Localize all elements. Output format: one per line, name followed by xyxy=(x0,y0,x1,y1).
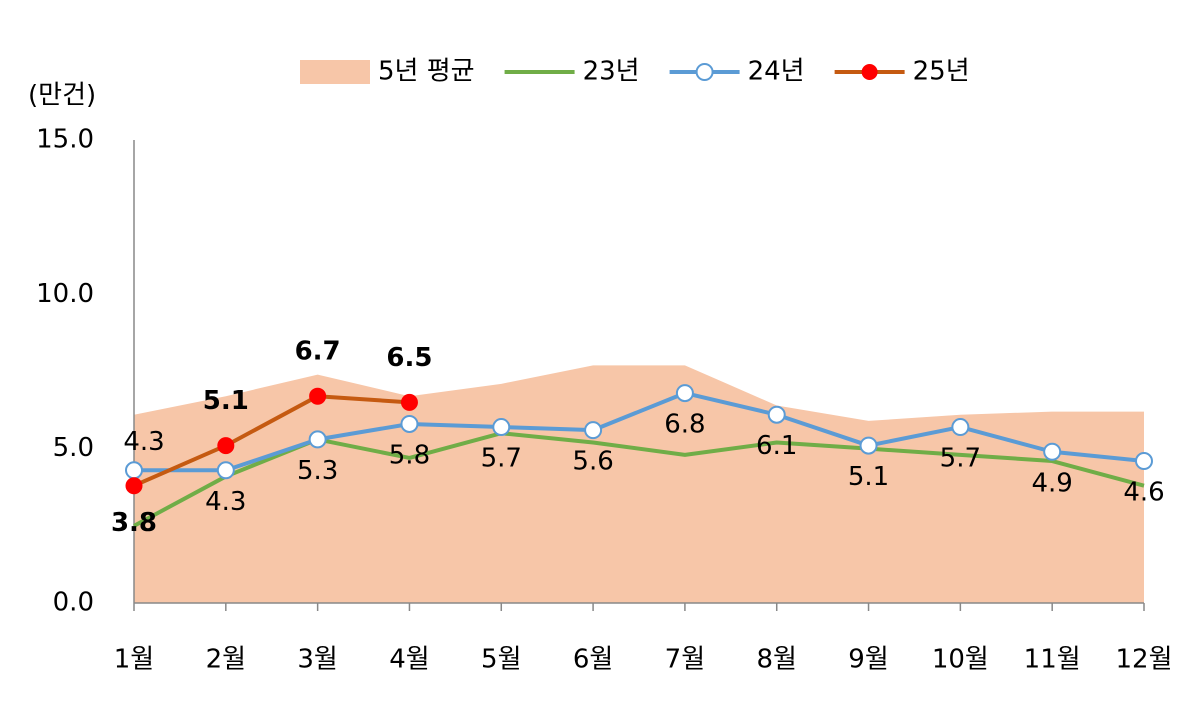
legend-marker xyxy=(695,63,714,81)
legend-label: 24년 xyxy=(748,57,805,87)
data-label: 4.3 xyxy=(205,487,246,517)
data-label: 6.8 xyxy=(664,410,705,440)
data-label: 6.7 xyxy=(295,337,341,367)
marker xyxy=(400,414,419,433)
data-label: 6.1 xyxy=(756,431,797,461)
area xyxy=(134,365,1144,603)
data-label: 6.5 xyxy=(386,343,432,373)
x-tick-label: 3월 xyxy=(297,645,337,675)
y-tick-label: 0.0 xyxy=(53,588,94,618)
line xyxy=(133,394,410,488)
marker xyxy=(859,436,878,455)
x-tick-label: 4월 xyxy=(389,645,429,675)
x-tick-label: 7월 xyxy=(665,645,705,675)
x-tick-label: 12월 xyxy=(1115,645,1172,675)
legend-label: 23년 xyxy=(583,57,640,87)
marker xyxy=(125,461,143,480)
y-tick-label: 15.0 xyxy=(36,125,94,155)
x-tick-label: 2월 xyxy=(206,645,246,675)
x-tick-label: 5월 xyxy=(481,645,521,675)
data-label: 5.1 xyxy=(203,386,249,416)
data-label: 5.1 xyxy=(848,462,889,492)
data-label: 4.3 xyxy=(123,427,164,457)
marker xyxy=(309,387,327,405)
marker xyxy=(584,421,603,440)
x-tick-label: 10월 xyxy=(932,645,989,675)
marker xyxy=(767,405,786,424)
legend-marker xyxy=(861,64,878,80)
marker xyxy=(492,418,511,437)
legend-label: 25년 xyxy=(913,57,970,87)
data-label: 5.7 xyxy=(940,444,981,474)
x-tick-label: 11월 xyxy=(1024,645,1081,675)
y-tick-label: 5.0 xyxy=(53,433,94,463)
marker xyxy=(216,461,235,480)
data-label: 5.8 xyxy=(389,440,430,470)
data-label: 3.8 xyxy=(111,508,157,538)
x-tick-label: 8월 xyxy=(756,645,796,675)
data-label: 4.9 xyxy=(1032,468,1073,498)
y-tick-label: 10.0 xyxy=(36,279,94,309)
marker xyxy=(400,393,418,411)
marker xyxy=(308,430,327,449)
x-tick-label: 1월 xyxy=(114,645,154,675)
marker xyxy=(1043,442,1062,461)
data-label: 5.3 xyxy=(297,456,338,486)
legend-label: 5년 평균 xyxy=(378,57,475,87)
legend-swatch xyxy=(300,60,370,84)
data-label: 5.7 xyxy=(481,444,522,474)
marker xyxy=(217,437,235,455)
marker xyxy=(125,477,143,495)
marker xyxy=(1135,452,1153,471)
data-label: 5.6 xyxy=(572,447,613,477)
x-tick-label: 9월 xyxy=(848,645,888,675)
y-unit-label: (만건) xyxy=(28,81,96,111)
x-tick-label: 6월 xyxy=(573,645,613,675)
data-label: 4.6 xyxy=(1123,478,1164,508)
line xyxy=(134,391,1145,473)
marker xyxy=(675,384,694,403)
marker xyxy=(951,418,970,437)
